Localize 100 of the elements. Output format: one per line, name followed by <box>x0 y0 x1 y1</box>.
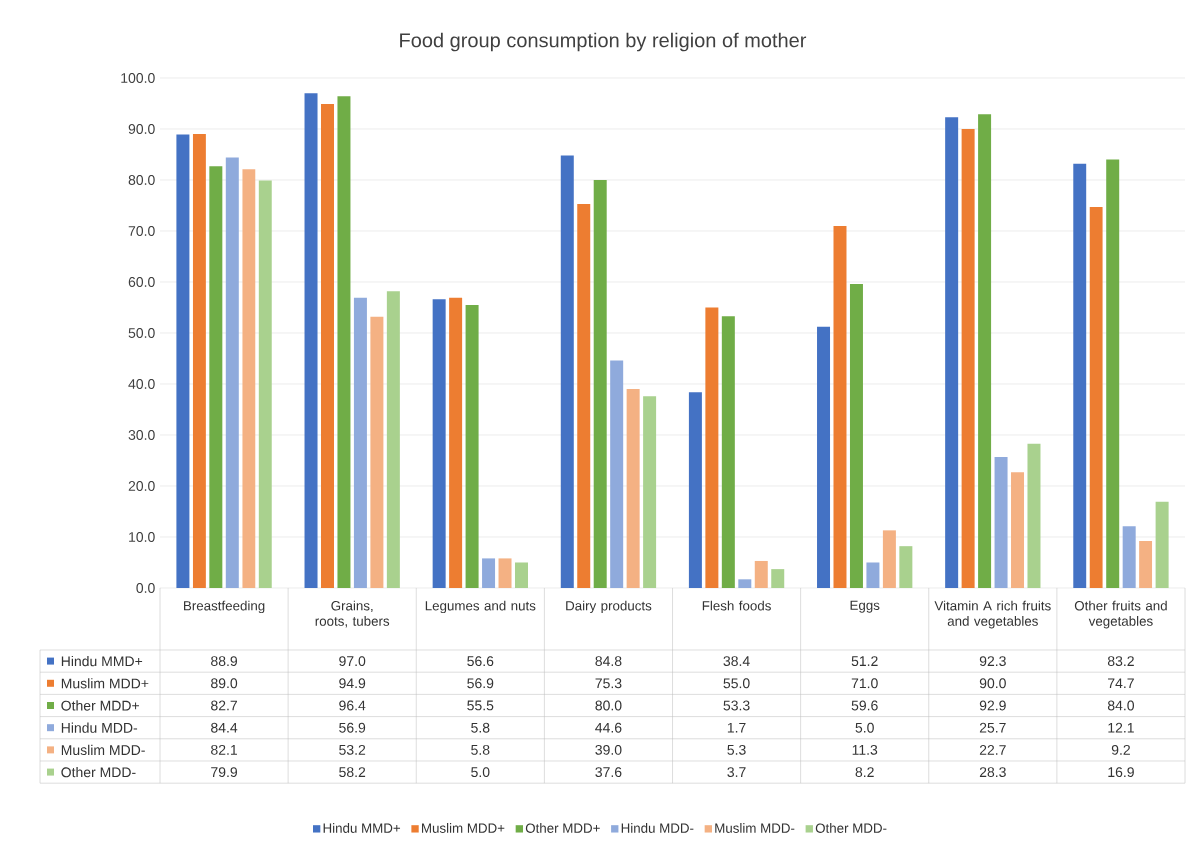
data-label: 56.6 <box>467 656 494 667</box>
data-label: 5.8 <box>471 722 490 733</box>
bar <box>1122 526 1136 588</box>
bar <box>386 291 400 588</box>
bar <box>304 93 318 588</box>
bar <box>1155 501 1169 588</box>
y-tick-label: 100.0 <box>121 73 155 83</box>
data-label: 38.4 <box>723 656 750 667</box>
text: Hindu MDD- <box>621 823 694 833</box>
text: Muslim MDD+ <box>422 823 505 833</box>
bar <box>882 530 896 588</box>
data-label: 53.2 <box>339 744 366 755</box>
y-tick-label: 70.0 <box>128 226 155 236</box>
x-tick-label: Legumes and nuts <box>425 600 536 614</box>
y-tick-label: 90.0 <box>128 124 155 134</box>
legend-label: Hindu MDD- <box>61 722 138 733</box>
data-label: 71.0 <box>851 678 878 689</box>
data-label: 1.7 <box>727 722 746 733</box>
text: Hindu MMD+ <box>323 823 401 833</box>
bar <box>610 360 624 588</box>
data-label: 12.1 <box>1108 722 1134 733</box>
text: Other MDD- <box>815 823 887 833</box>
data-label: 56.9 <box>467 678 494 689</box>
y-tick-label: 40.0 <box>128 379 155 389</box>
chart-title: Food group consumption by religion of mother <box>400 32 807 52</box>
x-tick-label: Flesh foods <box>702 600 771 611</box>
bar <box>593 179 607 588</box>
bar <box>849 284 863 588</box>
y-tick-label: 30.0 <box>128 430 155 440</box>
data-label: 84.0 <box>1107 700 1135 711</box>
bar <box>754 560 768 588</box>
bar <box>945 117 959 588</box>
data-label: 25.7 <box>979 722 1006 733</box>
data-label: 58.2 <box>339 767 366 778</box>
legend-label: Hindu MMD+ <box>61 655 143 667</box>
legend-label: Other MDD+ <box>61 700 139 711</box>
bar <box>1073 163 1087 588</box>
data-label: 44.6 <box>595 722 622 733</box>
bar <box>705 307 719 588</box>
bar <box>978 114 992 588</box>
bar <box>449 297 463 588</box>
y-tick-label: 60.0 <box>128 277 155 287</box>
data-label: 51.2 <box>851 656 878 667</box>
data-label: 28.3 <box>979 767 1006 778</box>
y-tick-label: 50.0 <box>128 328 155 338</box>
data-label: 5.3 <box>727 744 746 755</box>
bar <box>833 225 847 588</box>
bar <box>514 562 528 588</box>
legend-label: Muslim MDD+ <box>61 678 149 689</box>
data-label: 53.3 <box>723 700 750 711</box>
bar <box>1106 159 1120 588</box>
bar <box>721 316 735 588</box>
bar <box>738 579 752 588</box>
bar <box>209 166 223 588</box>
bar <box>320 104 334 588</box>
data-label: 92.9 <box>979 700 1006 711</box>
data-label: 84.8 <box>595 656 622 667</box>
data-label: 5.0 <box>471 767 490 778</box>
x-tick-label: Dairy products <box>566 600 652 614</box>
y-tick-label: 20.0 <box>128 481 155 491</box>
data-label: 16.9 <box>1108 767 1134 778</box>
y-tick-label: 0.0 <box>136 583 155 593</box>
bar <box>577 203 591 588</box>
data-label: 3.7 <box>727 767 746 778</box>
data-label: 82.7 <box>211 700 237 711</box>
data-label: 80.0 <box>595 700 622 711</box>
bar <box>1027 443 1041 588</box>
bar <box>817 326 831 588</box>
data-label: 88.9 <box>211 656 238 667</box>
x-tick-label: Eggs <box>850 600 880 613</box>
bar <box>899 546 913 588</box>
bar <box>192 134 206 588</box>
data-label: 94.9 <box>339 678 366 689</box>
data-label: 96.4 <box>339 700 366 711</box>
data-label: 11.3 <box>852 744 878 755</box>
text: Other MDD+ <box>525 823 600 833</box>
data-label: 82.1 <box>211 744 237 755</box>
x-tick-label: Breastfeeding <box>184 600 265 614</box>
x-tick-label: Grains, roots, tubers <box>315 600 390 628</box>
text: Muslim MDD- <box>715 823 795 833</box>
x-tick-label: Other fruits and vegetables <box>1074 600 1167 629</box>
data-label: 22.7 <box>979 745 1006 755</box>
bar <box>258 180 272 588</box>
data-label: 75.3 <box>595 678 622 689</box>
data-label: 74.7 <box>1108 678 1134 689</box>
bar <box>465 304 479 588</box>
bar <box>225 157 239 588</box>
bar <box>1011 472 1025 588</box>
bar <box>688 392 702 588</box>
legend-label: Muslim MDD- <box>61 744 145 756</box>
bar <box>353 297 367 588</box>
bar <box>1089 207 1103 588</box>
legend-label: Other MDD- <box>61 766 136 778</box>
bar <box>498 558 512 588</box>
bar <box>626 389 640 588</box>
data-label: 5.8 <box>471 744 490 755</box>
bar <box>242 169 256 588</box>
data-label: 84.4 <box>211 722 238 733</box>
data-label: 83.2 <box>1107 656 1134 667</box>
bar <box>866 562 880 588</box>
